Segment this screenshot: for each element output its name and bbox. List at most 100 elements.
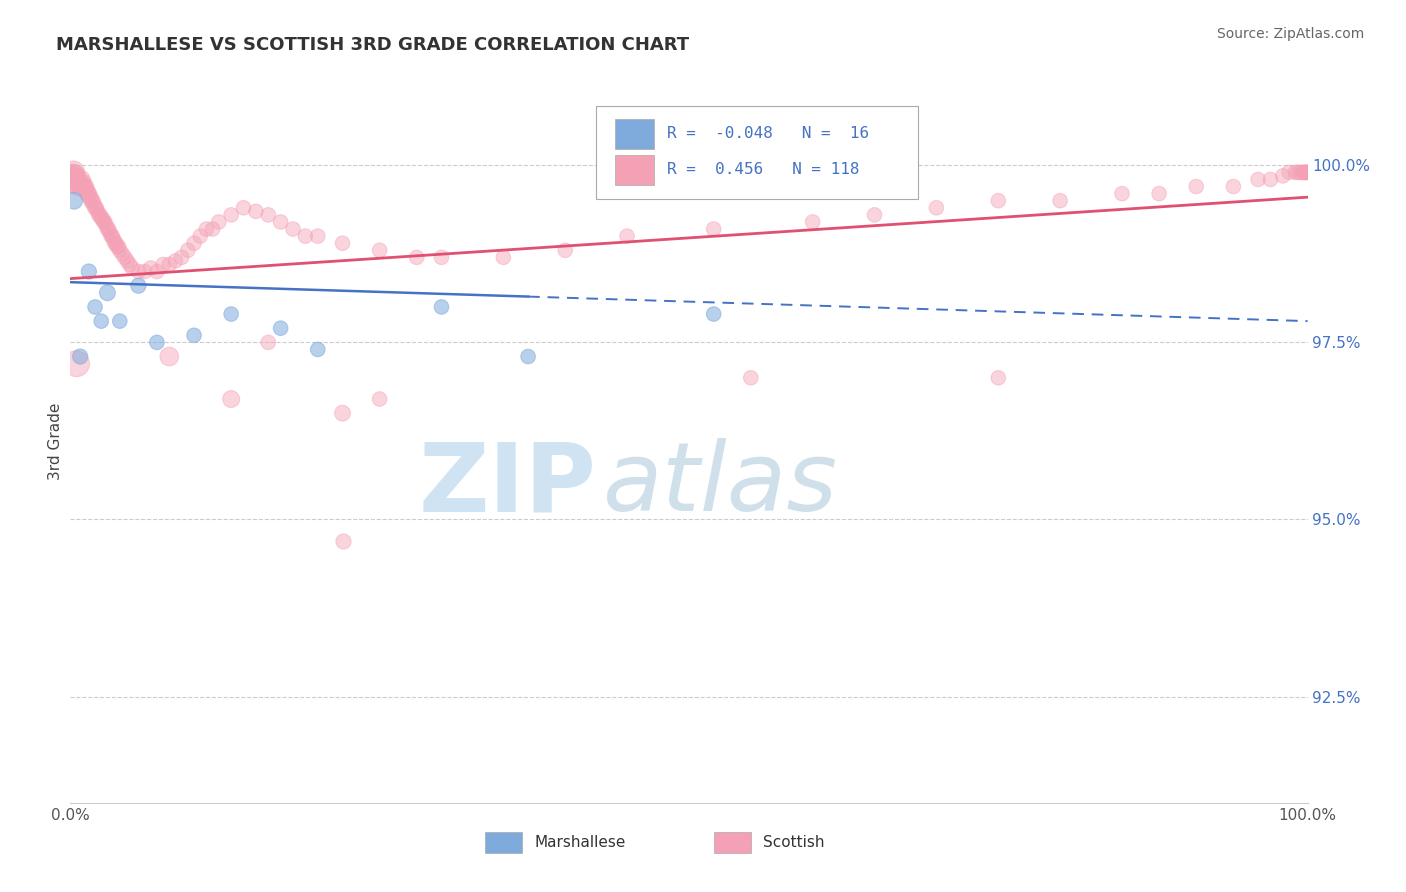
Point xyxy=(93,215,115,229)
Point xyxy=(69,350,91,364)
Point xyxy=(1260,172,1282,186)
Point xyxy=(75,183,97,197)
Point xyxy=(1247,172,1270,186)
Point xyxy=(1291,165,1313,179)
Point xyxy=(77,264,100,278)
Point xyxy=(77,186,100,201)
Point xyxy=(1296,165,1319,179)
Text: ZIP: ZIP xyxy=(418,438,596,532)
Point xyxy=(83,197,105,211)
Point xyxy=(245,204,267,219)
Point xyxy=(80,194,103,208)
Text: R =  0.456   N = 118: R = 0.456 N = 118 xyxy=(666,162,859,178)
Point xyxy=(73,179,96,194)
Point xyxy=(118,257,141,271)
Point xyxy=(1222,179,1244,194)
Point xyxy=(208,215,231,229)
Point xyxy=(703,307,725,321)
Point xyxy=(165,253,187,268)
Point xyxy=(863,208,886,222)
Point xyxy=(108,244,131,258)
Point xyxy=(134,264,156,278)
Point xyxy=(103,233,125,247)
Point xyxy=(270,215,292,229)
Point xyxy=(1111,186,1133,201)
Point xyxy=(1278,165,1301,179)
Point xyxy=(801,215,824,229)
Point xyxy=(517,350,540,364)
Point xyxy=(157,350,180,364)
Point xyxy=(257,208,280,222)
Text: MARSHALLESE VS SCOTTISH 3RD GRADE CORRELATION CHART: MARSHALLESE VS SCOTTISH 3RD GRADE CORREL… xyxy=(56,36,689,54)
Point xyxy=(121,260,143,275)
Point xyxy=(107,240,129,254)
Point xyxy=(82,194,104,208)
Point xyxy=(332,236,354,251)
Point xyxy=(157,257,180,271)
Point xyxy=(87,208,110,222)
Point xyxy=(69,176,91,190)
Point xyxy=(63,194,86,208)
Point xyxy=(63,169,86,183)
Point xyxy=(368,392,391,406)
Point xyxy=(76,186,98,201)
Point xyxy=(332,533,354,548)
Point xyxy=(492,251,515,265)
Point xyxy=(65,357,87,371)
Point xyxy=(925,201,948,215)
Point xyxy=(127,264,149,278)
Point xyxy=(97,222,120,236)
Point xyxy=(65,172,87,186)
Point xyxy=(115,253,138,268)
Point xyxy=(94,215,117,229)
Text: Scottish: Scottish xyxy=(763,835,825,850)
Point xyxy=(84,300,107,314)
Point xyxy=(270,321,292,335)
Point xyxy=(60,172,83,186)
Point xyxy=(70,172,93,186)
Point xyxy=(430,300,453,314)
Point xyxy=(183,328,205,343)
Point xyxy=(104,236,127,251)
Point xyxy=(170,251,193,265)
Point xyxy=(98,226,121,240)
Point xyxy=(72,176,94,190)
Point xyxy=(294,229,316,244)
Point xyxy=(67,179,90,194)
Point xyxy=(105,236,128,251)
Point xyxy=(86,204,108,219)
Point xyxy=(63,172,86,186)
Point xyxy=(62,165,84,179)
Point xyxy=(987,194,1010,208)
Point xyxy=(430,251,453,265)
Point xyxy=(740,371,762,385)
Point xyxy=(84,201,107,215)
Point xyxy=(90,211,112,226)
FancyBboxPatch shape xyxy=(714,831,751,854)
Y-axis label: 3rd Grade: 3rd Grade xyxy=(48,403,63,480)
Point xyxy=(105,240,128,254)
Point xyxy=(1294,165,1316,179)
FancyBboxPatch shape xyxy=(614,154,654,185)
Point xyxy=(66,176,89,190)
Point xyxy=(307,343,329,357)
Point xyxy=(89,208,111,222)
Point xyxy=(616,229,638,244)
Point xyxy=(177,244,200,258)
Text: R =  -0.048   N =  16: R = -0.048 N = 16 xyxy=(666,127,869,141)
Point xyxy=(108,314,131,328)
FancyBboxPatch shape xyxy=(614,119,654,149)
Point xyxy=(62,169,84,183)
Text: Source: ZipAtlas.com: Source: ZipAtlas.com xyxy=(1216,27,1364,41)
Point xyxy=(1292,165,1315,179)
Point xyxy=(114,251,136,265)
Point xyxy=(111,247,134,261)
Point xyxy=(101,229,124,244)
Point xyxy=(554,244,576,258)
Point xyxy=(183,236,205,251)
Point xyxy=(75,179,97,194)
Point xyxy=(188,229,211,244)
Point xyxy=(1185,179,1208,194)
Point xyxy=(307,229,329,244)
Point xyxy=(1295,165,1317,179)
